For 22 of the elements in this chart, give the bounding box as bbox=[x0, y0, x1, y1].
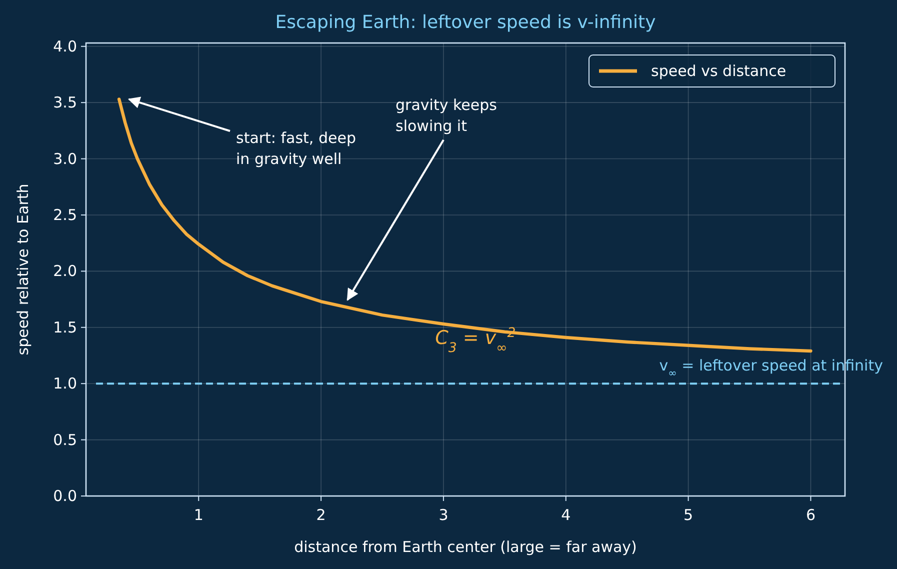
y-tick-label: 3.0 bbox=[53, 150, 77, 168]
x-axis-title: distance from Earth center (large = far away) bbox=[294, 538, 637, 556]
x-tick-label: 1 bbox=[194, 506, 204, 524]
y-tick-label: 0.5 bbox=[53, 430, 77, 449]
y-tick-label: 2.5 bbox=[53, 206, 77, 224]
x-tick-label: 5 bbox=[684, 506, 694, 524]
x-tick-label: 3 bbox=[438, 506, 448, 524]
line-series bbox=[117, 98, 812, 353]
x-tick-label: 4 bbox=[561, 506, 571, 524]
annotation: gravity keeps slowing it bbox=[396, 96, 498, 135]
y-tick-label: 1.0 bbox=[53, 374, 77, 393]
legend-label: speed vs distance bbox=[651, 62, 786, 80]
chart-title: Escaping Earth: leftover speed is v-infinity bbox=[275, 12, 656, 33]
y-tick-label: 1.5 bbox=[53, 318, 77, 336]
x-tick-label: 6 bbox=[806, 506, 816, 524]
y-tick-label: 0.0 bbox=[53, 487, 77, 505]
y-tick-label: 2.0 bbox=[53, 262, 77, 280]
y-axis-title: speed relative to Earth bbox=[14, 184, 32, 356]
annotation: start: fast, deep in gravity well bbox=[236, 129, 356, 168]
x-tick-label: 2 bbox=[316, 506, 326, 524]
y-tick-label: 4.0 bbox=[53, 37, 77, 56]
y-tick-label: 3.5 bbox=[53, 94, 77, 112]
